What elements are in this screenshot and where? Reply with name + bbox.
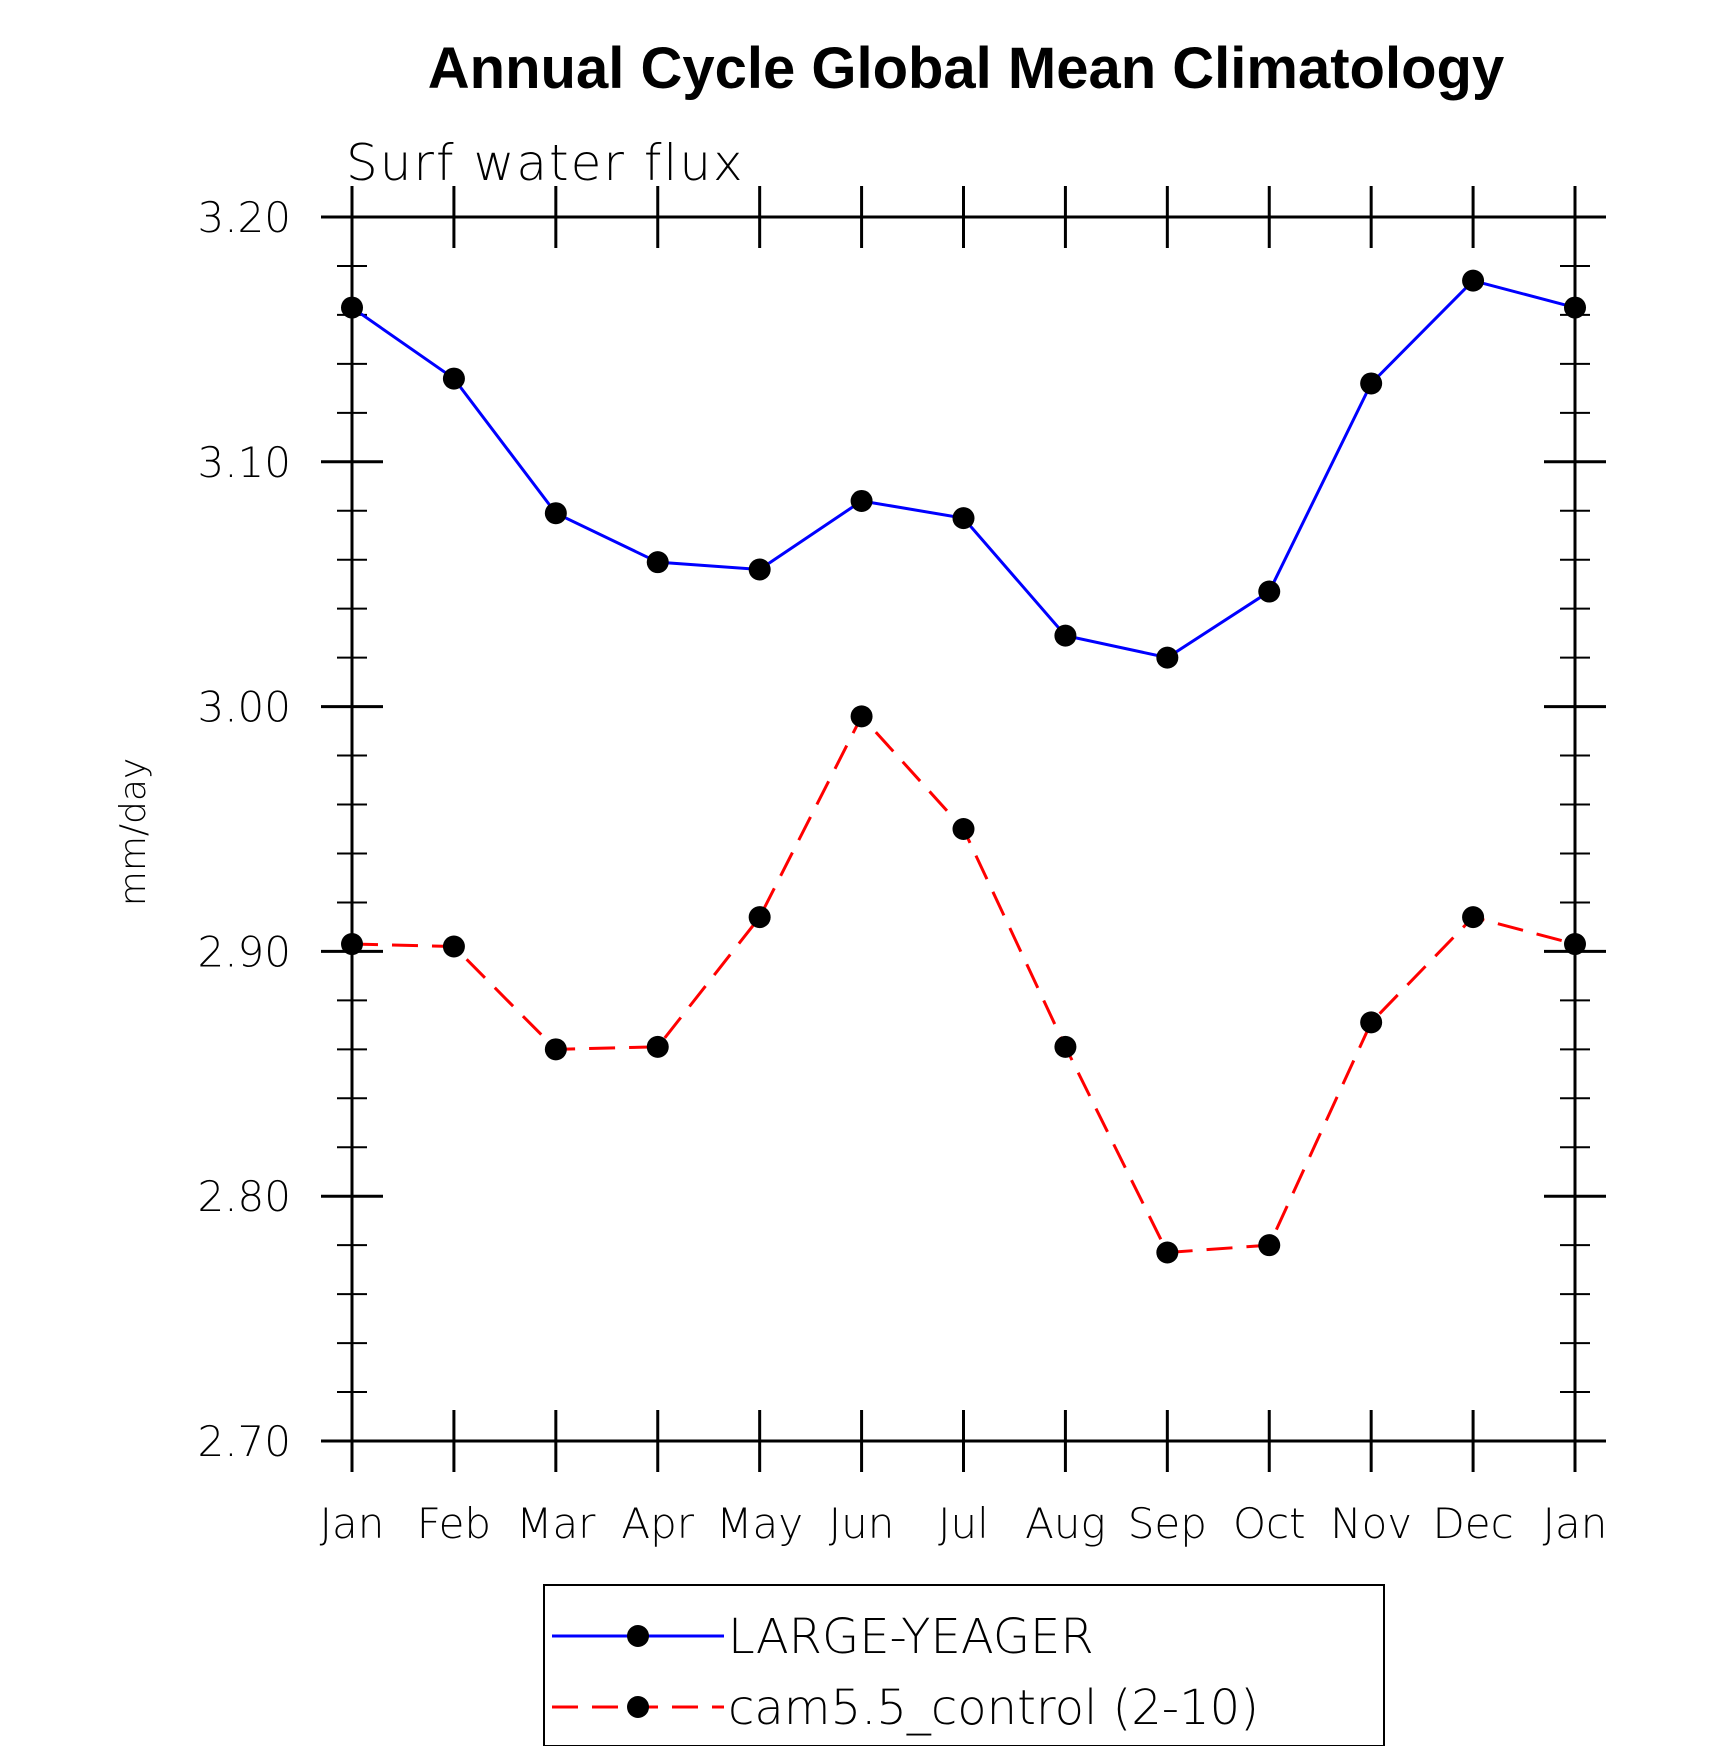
data-point (1054, 624, 1077, 647)
data-point (646, 551, 669, 574)
legend-box (543, 1584, 1385, 1746)
y-tick-label: 3.10 (197, 438, 291, 487)
legend: LARGE-YEAGER cam5.5_control (2-10) (543, 1584, 1385, 1746)
y-tick-label: 3.00 (197, 683, 291, 732)
data-point (1156, 646, 1179, 669)
data-point (544, 1038, 567, 1061)
x-tick-label: Oct (1233, 1499, 1306, 1548)
legend-label: LARGE-YEAGER (728, 1609, 1094, 1665)
data-point (341, 296, 363, 319)
x-tick-label: Sep (1128, 1499, 1207, 1548)
data-point (952, 507, 975, 530)
y-axis-label: mm/day (113, 758, 154, 906)
data-point (748, 558, 771, 581)
data-point (1258, 580, 1281, 603)
y-tick-label: 2.70 (197, 1417, 291, 1466)
data-point (1462, 269, 1485, 292)
legend-entries: LARGE-YEAGER cam5.5_control (2-10) (552, 1609, 1259, 1736)
x-tick-label: Jan (1543, 1499, 1608, 1548)
data-point (748, 906, 771, 929)
legend-marker (627, 1625, 649, 1647)
data-point (850, 705, 873, 728)
series-layer (341, 269, 1586, 1264)
x-tick-label: Jul (938, 1499, 989, 1548)
y-tick-label: 3.20 (197, 193, 291, 242)
data-point (442, 935, 465, 958)
legend-label: cam5.5_control (2-10) (728, 1680, 1259, 1736)
x-tick-label: Feb (417, 1499, 491, 1548)
data-point (1360, 1011, 1383, 1034)
chart-subtitle: Surf water flux (346, 134, 745, 192)
x-tick-label: May (716, 1499, 803, 1548)
y-tick-label: 2.80 (197, 1172, 291, 1221)
x-tick-label: Apr (621, 1499, 694, 1548)
data-point (952, 818, 975, 840)
x-tick-label: Nov (1330, 1499, 1412, 1548)
x-tick-label: Aug (1025, 1499, 1106, 1548)
y-tick-label: 2.90 (197, 927, 291, 976)
data-point (341, 933, 363, 956)
data-point (1156, 1241, 1179, 1264)
chart-title: Annual Cycle Global Mean Climatology (428, 36, 1504, 101)
series-line-2 (351, 713, 1576, 1255)
data-point (1462, 906, 1485, 929)
series-line-1 (351, 278, 1576, 660)
data-point (1564, 933, 1586, 956)
x-tick-label: Dec (1432, 1499, 1513, 1548)
data-point (1360, 372, 1383, 395)
data-point (850, 489, 873, 512)
data-point (442, 367, 465, 390)
x-tick-label: Mar (516, 1499, 596, 1548)
legend-marker (627, 1696, 649, 1718)
x-tick-label: Jan (320, 1499, 385, 1548)
data-point (1258, 1234, 1281, 1257)
data-point (1054, 1035, 1077, 1058)
data-point (646, 1035, 669, 1058)
data-point (1564, 296, 1586, 319)
axes: Jan Feb Mar Apr May Jun Jul Aug Sep Oct Nov Dec Jan 2… (197, 186, 1607, 1548)
data-point (544, 502, 567, 525)
x-tick-label: Jun (829, 1499, 895, 1548)
